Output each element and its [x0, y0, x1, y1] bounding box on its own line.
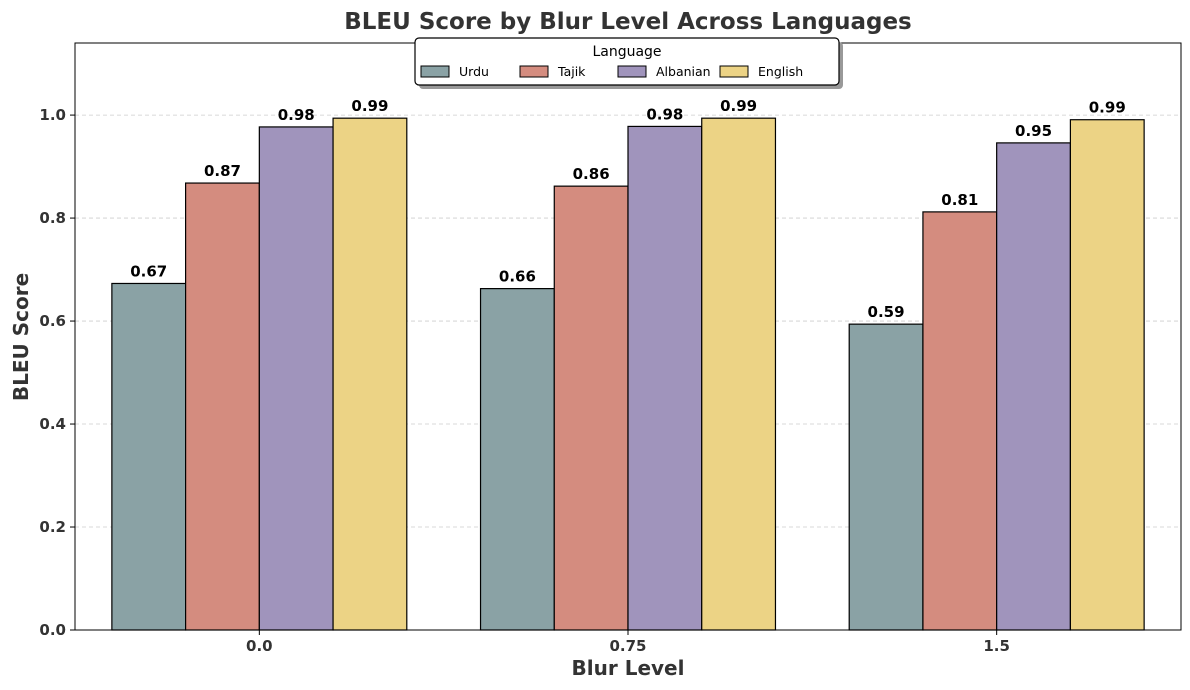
bar-english-0	[332, 117, 408, 631]
chart-title: BLEU Score by Blur Level Across Language…	[344, 9, 912, 35]
value-label: 0.86	[573, 165, 610, 183]
bar-urdu-1	[479, 288, 555, 631]
value-label: 0.98	[278, 106, 315, 124]
bar-tajik-2	[922, 211, 998, 631]
bar-urdu-2	[848, 323, 924, 631]
legend-swatch	[519, 65, 549, 78]
legend-label: Urdu	[459, 64, 489, 79]
y-axis-ticks: 0.0 0.2 0.4 0.6 0.8 1.0	[39, 106, 75, 639]
legend-title: Language	[592, 44, 661, 60]
bar-english-2	[1069, 119, 1145, 631]
legend-label: Albanian	[656, 64, 711, 79]
y-tick-label: 0.6	[39, 312, 66, 330]
y-axis-label: BLEU Score	[9, 273, 33, 401]
y-tick-label: 0.8	[39, 209, 66, 227]
bar-urdu-0	[111, 282, 187, 631]
x-tick-label: 0.75	[609, 637, 646, 655]
value-label: 0.87	[204, 162, 241, 180]
bar-albanian-1	[627, 125, 703, 631]
bars	[111, 117, 1145, 631]
x-axis-label: Blur Level	[572, 656, 685, 680]
y-tick-label: 0.2	[39, 518, 66, 536]
legend-swatch	[617, 65, 647, 78]
legend-item-english: English	[719, 64, 803, 79]
bar-english-1	[701, 117, 777, 631]
y-tick-label: 0.4	[39, 415, 66, 433]
value-label: 0.99	[1089, 99, 1126, 117]
value-label: 0.67	[130, 262, 167, 280]
legend-swatch	[719, 65, 749, 78]
x-tick-label: 1.5	[983, 637, 1010, 655]
value-label: 0.98	[646, 105, 683, 123]
bar-tajik-1	[553, 185, 629, 631]
value-label: 0.66	[499, 268, 536, 286]
x-axis-ticks: 0.0 0.75 1.5	[246, 630, 1010, 655]
legend-item-urdu: Urdu	[420, 64, 489, 79]
bar-albanian-2	[996, 142, 1072, 631]
bar-albanian-0	[258, 126, 334, 631]
legend-label: English	[758, 64, 803, 79]
value-label: 0.99	[720, 97, 757, 115]
legend-item-albanian: Albanian	[617, 64, 711, 79]
value-label: 0.95	[1015, 122, 1052, 140]
x-tick-label: 0.0	[246, 637, 273, 655]
legend: Language Urdu Tajik Albanian English	[414, 37, 843, 89]
legend-swatch	[420, 65, 450, 78]
value-labels: 0.67 0.87 0.98 0.99 0.66 0.86 0.98 0.99 0.59 0.81…	[130, 97, 1126, 321]
value-label: 0.81	[941, 191, 978, 209]
legend-item-tajik: Tajik	[519, 64, 586, 79]
value-label: 0.99	[351, 97, 388, 115]
y-tick-label: 0.0	[39, 621, 66, 639]
legend-label: Tajik	[557, 64, 586, 79]
value-label: 0.59	[868, 303, 905, 321]
bar-tajik-0	[185, 182, 260, 631]
y-tick-label: 1.0	[39, 106, 66, 124]
